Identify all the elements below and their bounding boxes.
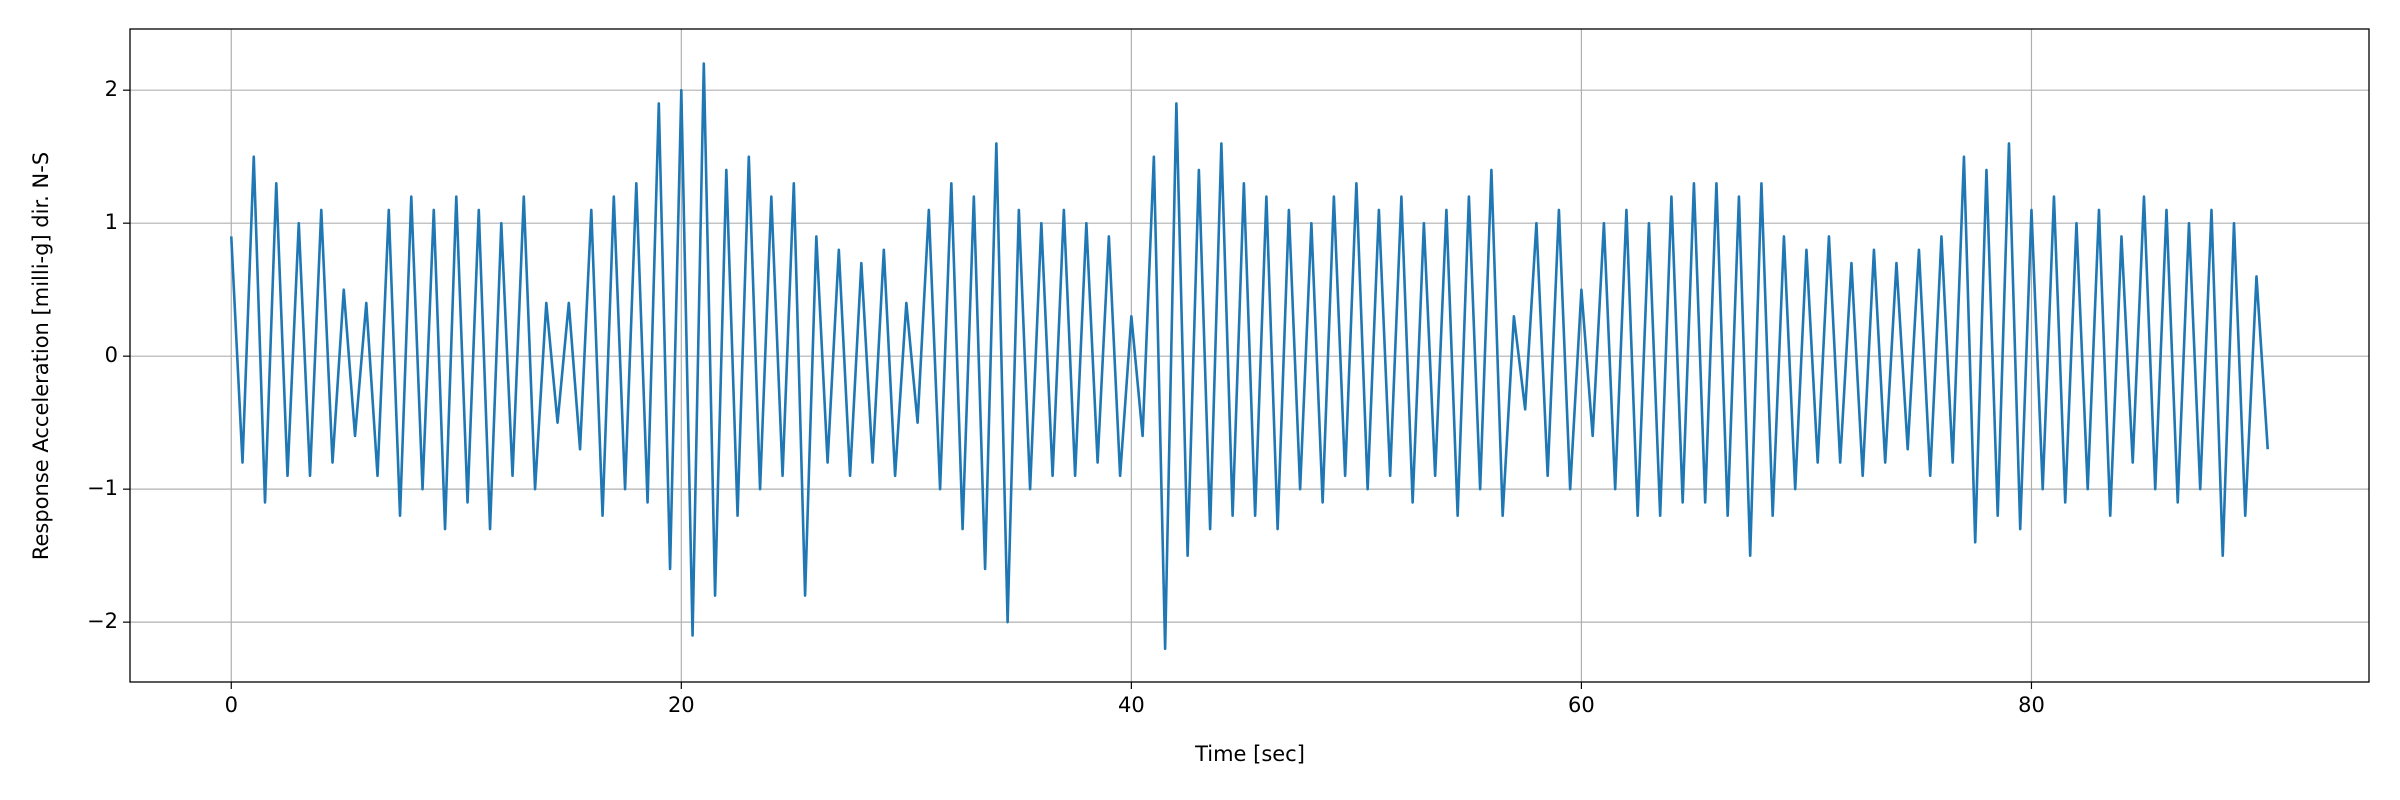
y-tick-label: 0 — [105, 343, 118, 367]
x-tick-label: 0 — [225, 693, 238, 717]
x-tick-label: 80 — [2018, 693, 2045, 717]
y-tick-label: −2 — [87, 609, 118, 633]
plot-frame — [129, 28, 2370, 683]
y-tick-label: −1 — [87, 476, 118, 500]
x-axis-label: Time [sec] — [1194, 742, 1305, 766]
data-line — [229, 62, 2270, 651]
x-tick-label: 40 — [1118, 693, 1145, 717]
x-tick-label: 60 — [1568, 693, 1595, 717]
x-tick-label: 20 — [668, 693, 695, 717]
y-tick-label: 1 — [105, 210, 118, 234]
y-axis-label: Response Acceleration [milli-g] dir. N-S — [29, 152, 53, 560]
y-tick-label: 2 — [105, 77, 118, 101]
